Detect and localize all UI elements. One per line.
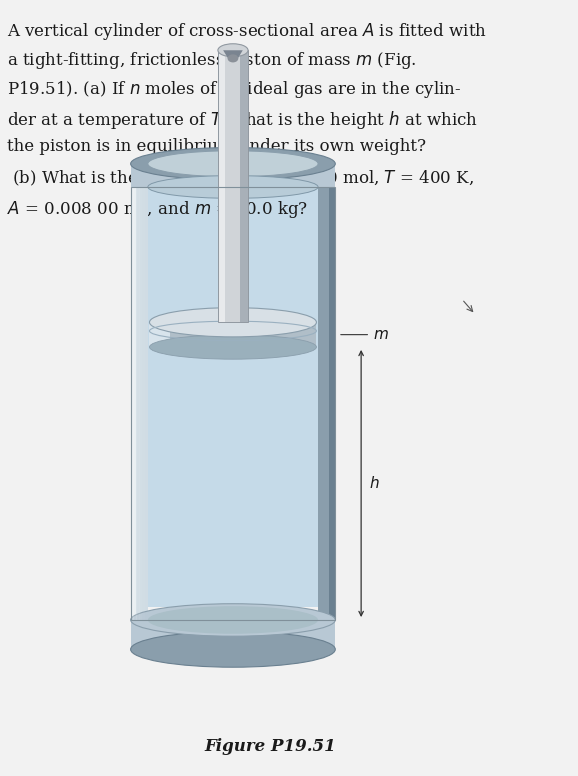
Bar xyxy=(218,50,248,322)
Bar xyxy=(131,164,335,187)
Bar xyxy=(131,187,335,620)
Text: $A$ = 0.008 00 m$^2$, and $m$ = 20.0 kg?: $A$ = 0.008 00 m$^2$, and $m$ = 20.0 kg? xyxy=(7,197,307,221)
Bar xyxy=(134,187,137,620)
Text: $m$: $m$ xyxy=(373,327,389,341)
Ellipse shape xyxy=(131,147,335,180)
Ellipse shape xyxy=(148,175,318,199)
Text: the piston is in equilibrium under its own weight?: the piston is in equilibrium under its o… xyxy=(7,138,426,155)
Polygon shape xyxy=(131,187,148,620)
Bar xyxy=(150,322,171,347)
Bar xyxy=(131,187,136,620)
Bar xyxy=(150,322,316,347)
Ellipse shape xyxy=(150,307,316,337)
Ellipse shape xyxy=(131,632,335,667)
Bar xyxy=(218,50,225,322)
Ellipse shape xyxy=(218,43,248,57)
Bar xyxy=(148,187,318,607)
Ellipse shape xyxy=(150,334,316,359)
Text: (b) What is the value for $h$ if $n$ = 0.200 mol, $T$ = 400 K,: (b) What is the value for $h$ if $n$ = 0… xyxy=(7,168,473,188)
Text: der at a temperature of $T$, what is the height $h$ at which: der at a temperature of $T$, what is the… xyxy=(7,109,478,131)
Ellipse shape xyxy=(148,151,318,177)
Polygon shape xyxy=(223,50,243,58)
Bar xyxy=(218,50,248,322)
Bar xyxy=(136,187,140,620)
Text: $h$: $h$ xyxy=(369,476,380,491)
Text: a tight-fitting, frictionless piston of mass $m$ (Fig.: a tight-fitting, frictionless piston of … xyxy=(7,50,417,71)
Bar xyxy=(131,187,148,620)
Polygon shape xyxy=(318,187,335,620)
Bar xyxy=(131,620,335,650)
Bar xyxy=(142,187,145,620)
Ellipse shape xyxy=(148,606,318,634)
Bar xyxy=(329,187,335,620)
Bar xyxy=(318,187,335,620)
Text: A vertical cylinder of cross-sectional area $A$ is fitted with: A vertical cylinder of cross-sectional a… xyxy=(7,21,487,42)
Text: Figure P19.51: Figure P19.51 xyxy=(205,738,336,755)
Bar xyxy=(240,50,248,322)
Ellipse shape xyxy=(228,54,238,62)
Text: P19.51). (a) If $n$ moles of an ideal gas are in the cylin-: P19.51). (a) If $n$ moles of an ideal ga… xyxy=(7,79,461,100)
Bar xyxy=(131,187,134,620)
Ellipse shape xyxy=(131,604,335,636)
Bar xyxy=(139,187,142,620)
